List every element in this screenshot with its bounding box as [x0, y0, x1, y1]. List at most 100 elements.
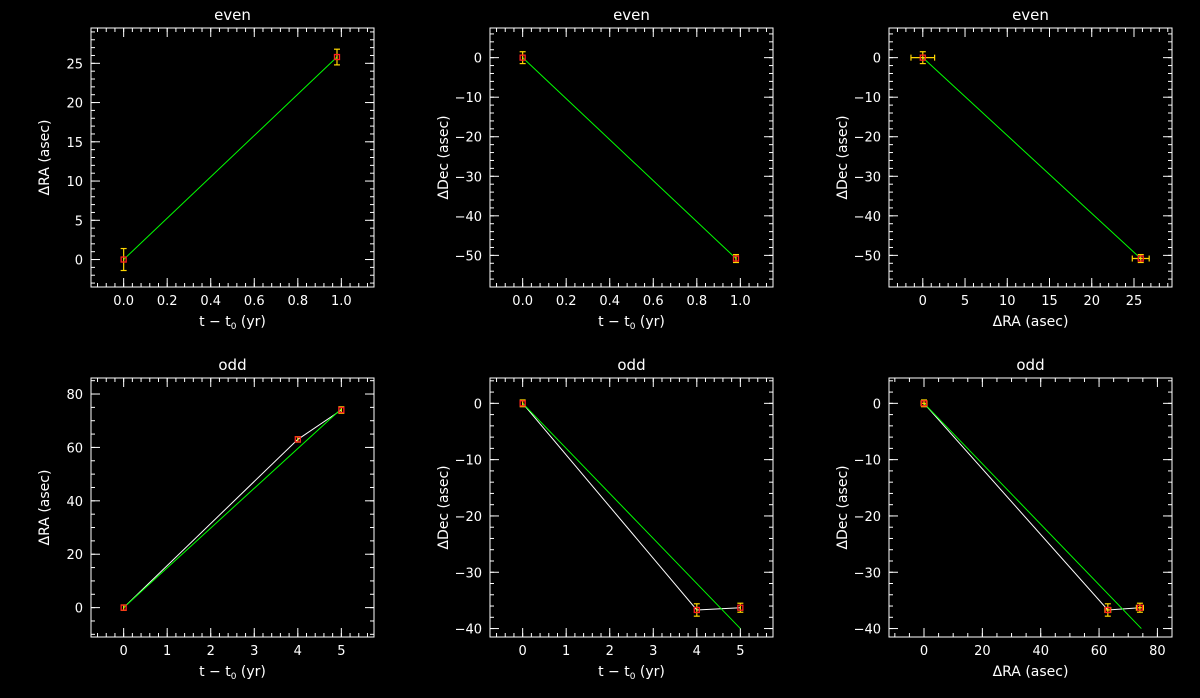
data-point	[294, 436, 301, 443]
y-tick-label: 20	[66, 97, 83, 112]
data-point	[920, 400, 928, 407]
data-point	[519, 54, 526, 61]
x-tick-label: 1.0	[331, 294, 352, 309]
y-tick-label: 40	[66, 495, 83, 510]
x-tick-label: 0	[519, 644, 527, 659]
data-layer	[519, 399, 744, 629]
y-tick-label: 0	[474, 52, 482, 67]
y-axis-label: ΔDec (asec)	[436, 465, 452, 549]
connect-line	[522, 402, 741, 611]
data-point	[1137, 255, 1144, 262]
x-tick-label: 5	[337, 644, 345, 659]
plot-frame	[90, 27, 375, 288]
x-tick-label: 4	[294, 644, 302, 659]
x-tick-label: 1	[562, 644, 570, 659]
y-tick-label: −30	[854, 170, 881, 185]
panel-title: even	[613, 6, 650, 24]
x-tick-label: 4	[693, 644, 701, 659]
x-axis-label: t − t0 (yr)	[199, 664, 266, 682]
data-layer	[920, 399, 1145, 629]
y-axis-label: ΔRA (asec)	[37, 470, 53, 546]
y-tick-label: −20	[455, 510, 482, 525]
x-tick-label: 0.8	[686, 294, 707, 309]
x-tick-label: 0.6	[244, 294, 265, 309]
x-axis-label: ΔRA (asec)	[993, 314, 1069, 330]
y-tick-label: −50	[455, 249, 482, 264]
y-tick-label: 0	[873, 397, 881, 412]
x-tick-label: 80	[1149, 644, 1166, 659]
plot-frame	[489, 377, 774, 638]
plot-frame	[888, 377, 1173, 638]
x-tick-label: 5	[961, 294, 969, 309]
y-tick-label: −10	[854, 91, 881, 106]
fit-line	[522, 57, 737, 259]
x-tick-label: 25	[1126, 294, 1143, 309]
x-tick-label: 0.8	[287, 294, 308, 309]
panel-title: odd	[617, 356, 645, 374]
data-point	[732, 255, 740, 262]
y-tick-label: 0	[474, 397, 482, 412]
panel-1: 0.0 0.2 0.4 0.6 0.8 1.0 0 5 10 15 20 25 even t − t0 (…	[37, 6, 375, 332]
y-tick-label: −40	[455, 210, 482, 225]
y-axis-label: ΔDec (asec)	[436, 115, 452, 199]
panel-title: odd	[218, 356, 246, 374]
y-tick-label: 60	[66, 441, 83, 456]
x-tick-label: 3	[250, 644, 258, 659]
x-tick-label: 5	[736, 644, 744, 659]
y-tick-label: −40	[854, 210, 881, 225]
x-tick-label: 0.0	[512, 294, 533, 309]
y-tick-label: −20	[455, 131, 482, 146]
y-tick-label: −20	[854, 510, 881, 525]
x-tick-label: 0	[919, 294, 927, 309]
x-tick-label: 1	[163, 644, 171, 659]
x-tick-label: 20	[974, 644, 991, 659]
data-point	[338, 406, 345, 414]
y-tick-label: 0	[75, 254, 83, 269]
panel-5: 0 1 2 3 4 5 0 −10 −20 −30 −40 odd t − t0 (yr) ΔDec (a…	[436, 356, 774, 682]
x-tick-label: 0	[120, 644, 128, 659]
panel-title: even	[214, 6, 251, 24]
panel-4: 0 1 2 3 4 5 0 20 40 60 80 odd t − t0 (yr) ΔRA (asec)	[37, 356, 375, 682]
data-layer	[120, 48, 341, 272]
data-point	[737, 604, 744, 611]
y-tick-label: 10	[66, 175, 83, 190]
y-tick-label: −40	[854, 623, 881, 638]
plot-frame	[90, 377, 375, 638]
plot-frame	[489, 27, 774, 288]
fit-line	[923, 402, 1142, 629]
panel-3: 0 5 10 15 20 25 0 −10 −20 −30 −40 −50 even ΔRA (asec)…	[835, 6, 1173, 330]
y-tick-label: 25	[66, 57, 83, 72]
panel-title: even	[1012, 6, 1049, 24]
x-tick-label: 0.0	[113, 294, 134, 309]
x-tick-label: 10	[999, 294, 1016, 309]
x-axis-label: ΔRA (asec)	[993, 664, 1069, 680]
y-tick-label: 80	[66, 388, 83, 403]
fit-line	[123, 408, 342, 608]
y-tick-label: −50	[854, 249, 881, 264]
y-tick-label: −30	[854, 566, 881, 581]
x-tick-label: 20	[1083, 294, 1100, 309]
x-tick-label: 0.6	[643, 294, 664, 309]
data-layer	[120, 406, 345, 611]
fit-line	[123, 56, 338, 260]
fit-line	[522, 402, 741, 629]
x-axis-label: t − t0 (yr)	[199, 314, 266, 332]
plot-frame	[888, 27, 1173, 288]
x-tick-label: 2	[207, 644, 215, 659]
data-point	[519, 400, 526, 407]
y-tick-label: 5	[75, 214, 83, 229]
data-point	[120, 256, 127, 263]
x-tick-label: 0.4	[200, 294, 221, 309]
y-axis-label: ΔDec (asec)	[835, 465, 851, 549]
y-tick-label: 20	[66, 548, 83, 563]
y-tick-label: −40	[455, 623, 482, 638]
connect-line	[923, 402, 1140, 611]
panel-6: 0 20 40 60 80 0 −10 −20 −30 −40 odd ΔRA (asec) ΔDec …	[835, 356, 1173, 680]
y-axis-label: ΔRA (asec)	[37, 120, 53, 196]
y-tick-label: −30	[455, 170, 482, 185]
y-tick-label: 0	[873, 52, 881, 67]
y-axis-label: ΔDec (asec)	[835, 115, 851, 199]
x-tick-label: 60	[1091, 644, 1108, 659]
x-tick-label: 0	[920, 644, 928, 659]
